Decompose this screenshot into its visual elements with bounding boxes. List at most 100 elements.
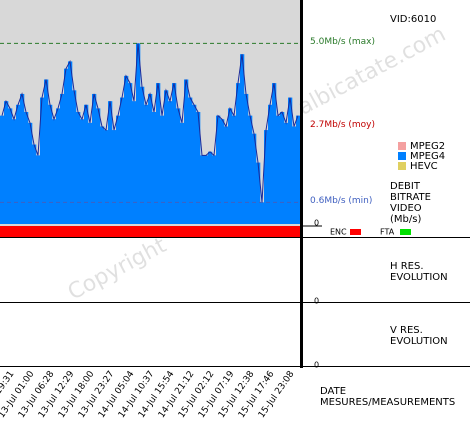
bar (264, 130, 269, 224)
bar (212, 155, 217, 224)
bar (288, 97, 293, 224)
bar (192, 104, 197, 224)
bar (28, 122, 33, 224)
y-axis-label: (Mb/s) (390, 214, 421, 225)
bar (96, 108, 101, 224)
bar (16, 104, 21, 224)
bar (48, 104, 53, 224)
status-swatch (400, 229, 411, 235)
bar (84, 104, 89, 224)
bar (24, 112, 29, 224)
bar (188, 97, 193, 224)
bar (8, 108, 13, 224)
bar (184, 79, 189, 224)
bar (76, 112, 81, 224)
y-axis-label: DEBIT (390, 181, 421, 192)
bar (216, 115, 221, 224)
bar (92, 93, 97, 224)
bar (232, 115, 237, 224)
bar (260, 202, 265, 224)
enc-strip (0, 226, 300, 237)
bar (172, 83, 177, 224)
bar (64, 68, 69, 224)
bar (140, 86, 145, 224)
bar (156, 83, 161, 224)
bar (284, 122, 289, 224)
bar (276, 115, 281, 224)
bar (104, 130, 109, 224)
bar (164, 90, 169, 225)
bar (240, 54, 245, 225)
bar (108, 101, 113, 224)
bar (124, 75, 129, 224)
bar (268, 104, 273, 224)
bar (132, 101, 137, 224)
panel-title: EVOLUTION (390, 336, 448, 347)
bar (128, 83, 133, 224)
status-label: FTA (380, 228, 395, 237)
bar (136, 43, 141, 224)
legend-swatch (398, 152, 406, 160)
bar (100, 126, 105, 224)
bar (4, 101, 9, 224)
bar (152, 112, 157, 224)
bar-outline (1, 43, 299, 203)
watermark: Copyright (64, 233, 171, 306)
legend-swatch (398, 162, 406, 170)
legend-label: MPEG4 (410, 151, 445, 162)
bar (88, 122, 93, 224)
bar (56, 108, 61, 224)
y-axis-label: BITRATE (390, 192, 431, 203)
bar (144, 104, 149, 224)
bar (68, 61, 73, 224)
bar (52, 119, 57, 224)
bar (116, 115, 121, 224)
status-swatch (350, 229, 361, 235)
panel-title: EVOLUTION (390, 272, 448, 283)
y-axis-label: VIDEO (390, 203, 422, 214)
legend-label: MPEG2 (410, 141, 445, 152)
bar (148, 93, 153, 224)
bar (204, 155, 209, 224)
ref-label: 5.0Mb/s (max) (310, 37, 375, 47)
bar (252, 133, 257, 224)
bar (12, 119, 17, 224)
bar (80, 119, 85, 224)
status-label: ENC (330, 228, 347, 237)
bar (120, 97, 125, 224)
bar (40, 97, 45, 224)
bar (208, 151, 213, 224)
x-axis-label: DATE (320, 386, 346, 397)
bar (220, 119, 225, 224)
bar (168, 101, 173, 224)
bar (160, 115, 165, 224)
bar (248, 115, 253, 224)
bar (256, 162, 261, 224)
bar (20, 93, 25, 224)
bar (176, 108, 181, 224)
bar (196, 112, 201, 224)
bar (224, 126, 229, 224)
y-tick-label: 0 (314, 361, 319, 370)
ref-label: 0.6Mb/s (min) (310, 196, 372, 206)
bar (44, 79, 49, 224)
bar (228, 108, 233, 224)
bar (292, 126, 297, 224)
bar (0, 115, 5, 224)
bar (72, 90, 77, 225)
bar (296, 115, 301, 224)
bar (280, 112, 285, 224)
bar (244, 93, 249, 224)
bar (112, 130, 117, 224)
panel-title: H RES. (390, 261, 424, 272)
panel-title: V RES. (390, 325, 423, 336)
bar (272, 83, 277, 224)
ref-label: 2.7Mb/s (moy) (310, 120, 375, 130)
legend-label: HEVC (410, 161, 438, 172)
bar (36, 155, 41, 224)
bar (32, 144, 37, 224)
x-axis-label: MESURES/MEASUREMENTS (320, 397, 455, 408)
bar (60, 93, 65, 224)
bar (200, 155, 205, 224)
